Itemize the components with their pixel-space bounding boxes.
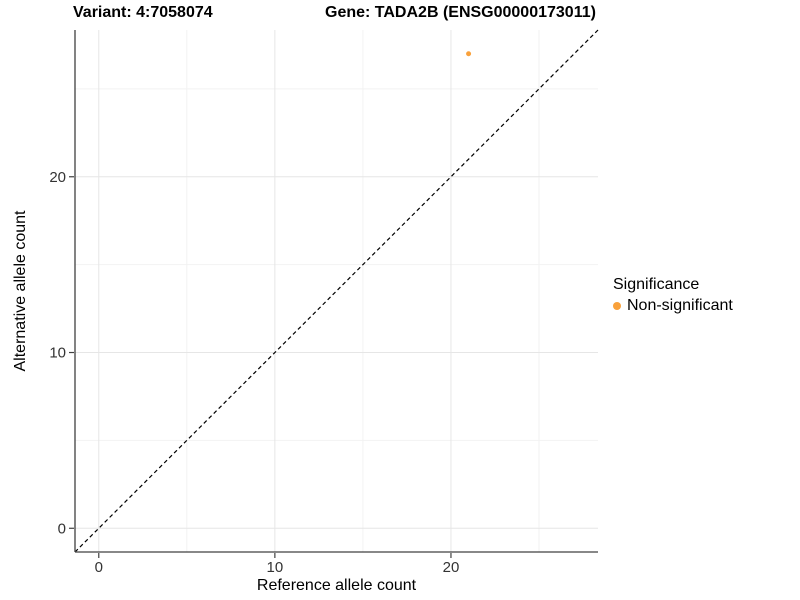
non-significant-dot-icon <box>613 302 621 310</box>
variant-title: Variant: 4:7058074 <box>73 4 213 21</box>
data-points <box>466 51 472 57</box>
scatter-point <box>466 51 472 57</box>
major-gridlines <box>75 30 598 552</box>
axis-ticks <box>69 176 452 558</box>
x-axis-title: Reference allele count <box>256 577 417 594</box>
y-axis-title: Alternative allele count <box>12 210 29 372</box>
legend-title: Significance <box>613 276 700 293</box>
gene-title: Gene: TADA2B (ENSG00000173011) <box>325 4 596 21</box>
legend-entry-label: Non-significant <box>627 297 733 314</box>
x-tick-label: 10 <box>267 559 284 576</box>
legend: Significance Non-significant <box>613 276 733 315</box>
minor-gridlines <box>75 30 598 552</box>
y-tick-label: 0 <box>58 520 66 537</box>
x-tick-label: 20 <box>443 559 460 576</box>
x-tick-label: 0 <box>95 559 103 576</box>
axis-tick-labels: 0 10 20 0 10 20 <box>49 169 459 576</box>
identity-dashed-line <box>74 29 599 553</box>
y-tick-label: 20 <box>49 169 66 186</box>
y-tick-label: 10 <box>49 345 66 362</box>
legend-entry-non-significant: Non-significant <box>613 297 733 315</box>
axis-lines <box>74 30 598 553</box>
y-equals-x-dashed-line <box>74 29 599 553</box>
